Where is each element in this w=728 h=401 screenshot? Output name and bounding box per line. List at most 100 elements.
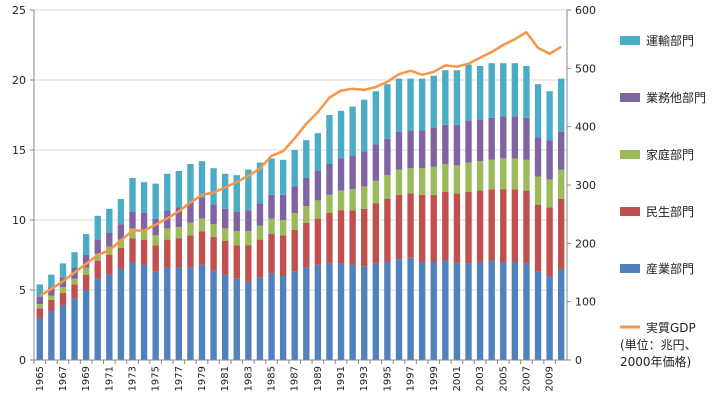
bar-segment bbox=[245, 245, 252, 282]
bar-segment bbox=[546, 207, 553, 276]
bar-segment bbox=[59, 305, 67, 360]
bar-segment bbox=[430, 75, 437, 128]
bar-segment bbox=[198, 264, 206, 360]
bar-segment bbox=[430, 262, 437, 360]
bar-segment bbox=[523, 263, 530, 360]
bar-segment bbox=[442, 192, 449, 261]
bar-segment bbox=[291, 186, 298, 213]
x-tick-label: 1983 bbox=[243, 366, 254, 391]
bar-segment bbox=[303, 178, 310, 206]
bar-segment bbox=[36, 318, 43, 360]
bar-segment bbox=[453, 124, 461, 166]
bar-segment bbox=[442, 260, 449, 360]
bar-segment bbox=[210, 236, 217, 271]
bar-segment bbox=[314, 133, 322, 171]
bar-segment bbox=[372, 203, 380, 264]
right-tick-label: 200 bbox=[575, 237, 596, 250]
bars bbox=[36, 63, 565, 360]
bar-segment bbox=[117, 269, 125, 360]
bar-segment bbox=[558, 131, 565, 170]
left-tick-label: 0 bbox=[19, 354, 26, 367]
bar-segment bbox=[82, 274, 90, 290]
bar-segment bbox=[279, 194, 287, 220]
bar-segment bbox=[395, 78, 403, 132]
bar-segment bbox=[117, 199, 125, 225]
bar-segment bbox=[175, 227, 183, 239]
bar-segment bbox=[71, 298, 78, 360]
x-tick-label: 2007 bbox=[521, 366, 532, 391]
bar-segment bbox=[303, 206, 310, 223]
bar-segment bbox=[361, 186, 368, 209]
bar-segment bbox=[465, 64, 472, 121]
bar-segment bbox=[233, 245, 240, 279]
x-tick-label: 1971 bbox=[104, 366, 115, 391]
bar-segment bbox=[71, 252, 78, 268]
bar-segment bbox=[418, 78, 426, 131]
left-tick-label: 20 bbox=[12, 74, 26, 87]
bar-segment bbox=[164, 239, 171, 268]
bar-segment bbox=[430, 194, 437, 262]
bar-segment bbox=[198, 218, 206, 232]
bar-segment bbox=[395, 169, 403, 195]
axes bbox=[33, 10, 568, 361]
x-tick-label: 1993 bbox=[359, 366, 370, 391]
bar-segment bbox=[36, 304, 43, 309]
bar-segment bbox=[407, 257, 414, 360]
bar-segment bbox=[384, 175, 391, 199]
bar-segment bbox=[314, 264, 322, 360]
bar-segment bbox=[488, 260, 495, 360]
bar-segment bbox=[256, 225, 264, 240]
gridlines bbox=[34, 9, 567, 291]
bar-segment bbox=[488, 117, 495, 160]
bar-segment bbox=[384, 199, 391, 262]
bar-segment bbox=[129, 238, 136, 262]
bar-segment bbox=[511, 63, 519, 117]
bar-segment bbox=[187, 235, 194, 268]
bar-segment bbox=[140, 213, 148, 230]
bar-segment bbox=[500, 116, 507, 159]
bar-segment bbox=[361, 151, 368, 187]
bar-segment bbox=[59, 292, 67, 306]
bar-segment bbox=[210, 168, 217, 205]
bar-segment bbox=[418, 168, 426, 195]
bar-segment bbox=[256, 239, 264, 278]
x-tick-label: 1977 bbox=[174, 366, 185, 391]
gdp-line bbox=[39, 30, 562, 297]
bar-segment bbox=[59, 263, 67, 278]
bar-segment bbox=[430, 166, 437, 195]
bar-segment bbox=[106, 208, 113, 233]
bar-segment bbox=[546, 179, 553, 208]
bar-segment bbox=[349, 264, 356, 360]
bar-segment bbox=[349, 106, 356, 156]
bar-segment bbox=[500, 189, 507, 262]
bar-segment bbox=[361, 208, 368, 267]
bar-segment bbox=[534, 176, 542, 205]
bar-segment bbox=[106, 232, 113, 247]
bar-segment bbox=[500, 63, 507, 117]
bar-segment bbox=[511, 158, 519, 190]
bar-segment bbox=[82, 255, 90, 268]
bar-segment bbox=[187, 164, 194, 202]
bar-segment bbox=[337, 263, 345, 360]
bar-segment bbox=[117, 239, 125, 248]
x-tick-label: 1969 bbox=[81, 366, 92, 391]
bar-segment bbox=[164, 267, 171, 360]
bar-segment bbox=[152, 245, 159, 272]
bar-segment bbox=[187, 201, 194, 223]
bar-segment bbox=[129, 178, 136, 212]
bar-segment bbox=[546, 91, 553, 141]
bar-segment bbox=[407, 78, 414, 131]
bar-segment bbox=[268, 158, 275, 195]
bar-segment bbox=[442, 124, 449, 164]
bar-segment bbox=[129, 262, 136, 360]
x-tick-label: 1991 bbox=[336, 366, 347, 391]
legend-swatch bbox=[620, 36, 640, 45]
bar-segment bbox=[326, 213, 333, 264]
bar-segment bbox=[558, 199, 565, 269]
bar-segment bbox=[558, 269, 565, 360]
bar-segment bbox=[349, 210, 356, 265]
bar-segment bbox=[71, 284, 78, 299]
bar-segment bbox=[36, 284, 43, 297]
left-tick-label: 25 bbox=[12, 4, 26, 17]
bar-segment bbox=[511, 116, 519, 159]
